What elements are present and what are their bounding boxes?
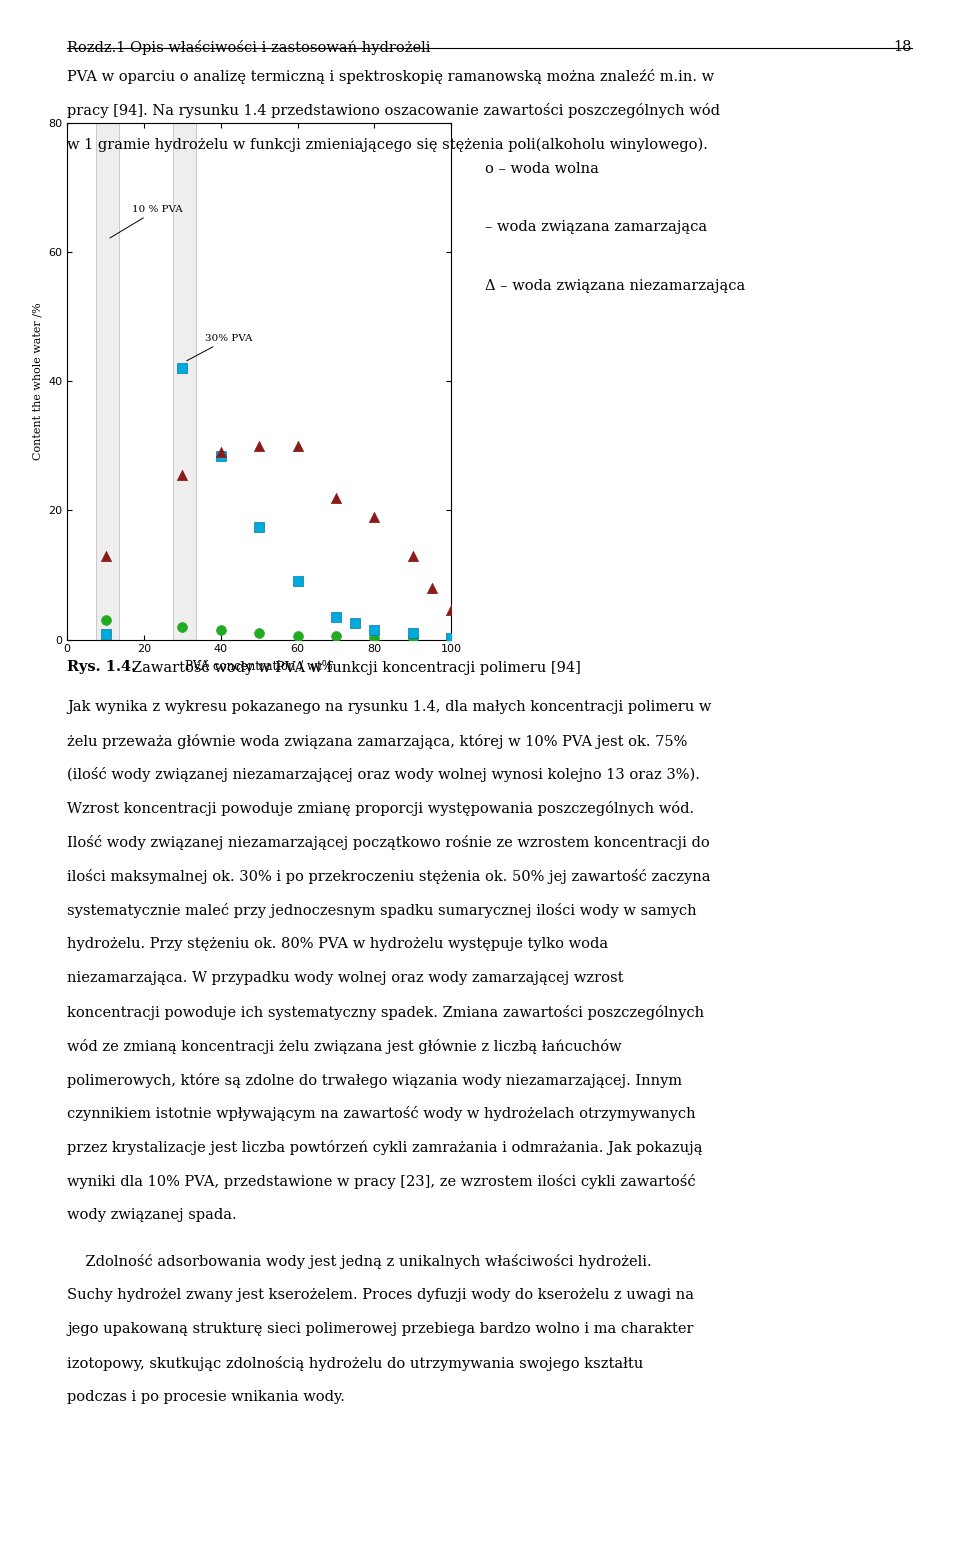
Point	[98, 623, 113, 647]
Point	[213, 444, 228, 468]
Text: (ilość wody związanej niezamarzającej oraz wody wolnej wynosi kolejno 13 oraz 3%: (ilość wody związanej niezamarzającej or…	[67, 767, 700, 783]
Point	[290, 624, 305, 649]
Point	[405, 626, 420, 650]
Text: Jak wynika z wykresu pokazanego na rysunku 1.4, dla małych koncentracji polimeru: Jak wynika z wykresu pokazanego na rysun…	[67, 700, 711, 713]
Text: przez krystalizacje jest liczba powtórzeń cykli zamrażania i odmrażania. Jak pok: przez krystalizacje jest liczba powtórze…	[67, 1140, 703, 1156]
Point	[328, 604, 344, 629]
Text: w 1 gramie hydrożelu w funkcji zmieniającego się stężenia poli(alkoholu winylowe: w 1 gramie hydrożelu w funkcji zmieniają…	[67, 137, 708, 151]
Text: Suchy hydrożel zwany jest kserożelem. Proces dyfuzji wody do kserożelu z uwagi n: Suchy hydrożel zwany jest kserożelem. Pr…	[67, 1288, 694, 1302]
Point	[367, 618, 382, 643]
Bar	[173, 123, 196, 640]
Point	[328, 485, 344, 510]
Text: polimerowych, które są zdolne do trwałego wiązania wody niezamarzającej. Innym: polimerowych, które są zdolne do trwałeg…	[67, 1073, 683, 1088]
Text: izotopowy, skutkując zdolnością hydrożelu do utrzymywania swojego kształtu: izotopowy, skutkując zdolnością hydrożel…	[67, 1356, 643, 1371]
Point	[252, 621, 267, 646]
Text: 18: 18	[894, 40, 912, 54]
Point	[290, 433, 305, 458]
Point	[367, 626, 382, 650]
Text: jego upakowaną strukturę sieci polimerowej przebiega bardzo wolno i ma charakter: jego upakowaną strukturę sieci polimerow…	[67, 1322, 694, 1336]
Text: koncentracji powoduje ich systematyczny spadek. Zmiana zawartości poszczególnych: koncentracji powoduje ich systematyczny …	[67, 1005, 705, 1020]
Text: – woda związana zamarzająca: – woda związana zamarzająca	[485, 220, 707, 234]
Text: Δ – woda związana niezamarzająca: Δ – woda związana niezamarzająca	[485, 279, 745, 293]
Text: hydrożelu. Przy stężeniu ok. 80% PVA w hydrożelu występuje tylko woda: hydrożelu. Przy stężeniu ok. 80% PVA w h…	[67, 937, 609, 951]
Point	[444, 598, 459, 623]
Text: 10 % PVA: 10 % PVA	[109, 205, 183, 237]
Text: systematycznie maleć przy jednoczesnym spadku sumarycznej ilości wody w samych: systematycznie maleć przy jednoczesnym s…	[67, 903, 697, 918]
Point	[444, 626, 459, 650]
Text: Ilość wody związanej niezamarzającej początkowo rośnie ze wzrostem koncentracji : Ilość wody związanej niezamarzającej poc…	[67, 835, 710, 851]
Text: o – woda wolna: o – woda wolna	[485, 162, 599, 176]
Text: Wzrost koncentracji powoduje zmianę proporcji występowania poszczególnych wód.: Wzrost koncentracji powoduje zmianę prop…	[67, 801, 694, 817]
Text: żelu przeważa głównie woda związana zamarzająca, której w 10% PVA jest ok. 75%: żelu przeważa głównie woda związana zama…	[67, 734, 687, 749]
Text: Zawartość wody w PVA w funkcji koncentracji polimeru [94]: Zawartość wody w PVA w funkcji koncentra…	[132, 660, 582, 675]
Point	[252, 433, 267, 458]
Point	[175, 615, 190, 640]
Point	[328, 624, 344, 649]
Point	[405, 544, 420, 569]
Text: pracy [94]. Na rysunku 1.4 przedstawiono oszacowanie zawartości poszczególnych w: pracy [94]. Na rysunku 1.4 przedstawiono…	[67, 103, 720, 119]
Point	[213, 618, 228, 643]
Text: niezamarzająca. W przypadku wody wolnej oraz wody zamarzającej wzrost: niezamarzająca. W przypadku wody wolnej …	[67, 971, 624, 985]
Text: wody związanej spada.: wody związanej spada.	[67, 1208, 237, 1222]
Point	[290, 569, 305, 593]
Point	[98, 607, 113, 632]
Point	[405, 621, 420, 646]
Point	[175, 356, 190, 381]
Point	[213, 441, 228, 465]
Point	[175, 462, 190, 487]
Point	[444, 627, 459, 652]
X-axis label: PVA concentration / wt%: PVA concentration / wt%	[185, 660, 333, 673]
Text: podczas i po procesie wnikania wody.: podczas i po procesie wnikania wody.	[67, 1390, 345, 1404]
Bar	[96, 123, 119, 640]
Point	[348, 612, 363, 636]
Text: Zdolność adsorbowania wody jest jedną z unikalnych właściwości hydrożeli.: Zdolność adsorbowania wody jest jedną z …	[67, 1254, 652, 1270]
Text: 30% PVA: 30% PVA	[187, 334, 252, 361]
Point	[367, 504, 382, 529]
Text: wód ze zmianą koncentracji żelu związana jest głównie z liczbą łańcuchów: wód ze zmianą koncentracji żelu związana…	[67, 1039, 622, 1054]
Y-axis label: Content the whole water /%: Content the whole water /%	[33, 302, 42, 461]
Text: wyniki dla 10% PVA, przedstawione w pracy [23], ze wzrostem ilości cykli zawarto: wyniki dla 10% PVA, przedstawione w prac…	[67, 1174, 696, 1190]
Text: PVA w oparciu o analizę termiczną i spektroskopię ramanowską można znaleźć m.in.: PVA w oparciu o analizę termiczną i spek…	[67, 69, 714, 85]
Point	[98, 544, 113, 569]
Text: czynnikiem istotnie wpływającym na zawartość wody w hydrożelach otrzymywanych: czynnikiem istotnie wpływającym na zawar…	[67, 1106, 696, 1122]
Text: Rys. 1.4.: Rys. 1.4.	[67, 660, 136, 673]
Text: ilości maksymalnej ok. 30% i po przekroczeniu stężenia ok. 50% jej zawartość zac: ilości maksymalnej ok. 30% i po przekroc…	[67, 869, 710, 885]
Point	[424, 576, 440, 601]
Text: Rozdz.1 Opis właściwości i zastosowań hydrożeli: Rozdz.1 Opis właściwości i zastosowań hy…	[67, 40, 431, 55]
Point	[252, 515, 267, 539]
